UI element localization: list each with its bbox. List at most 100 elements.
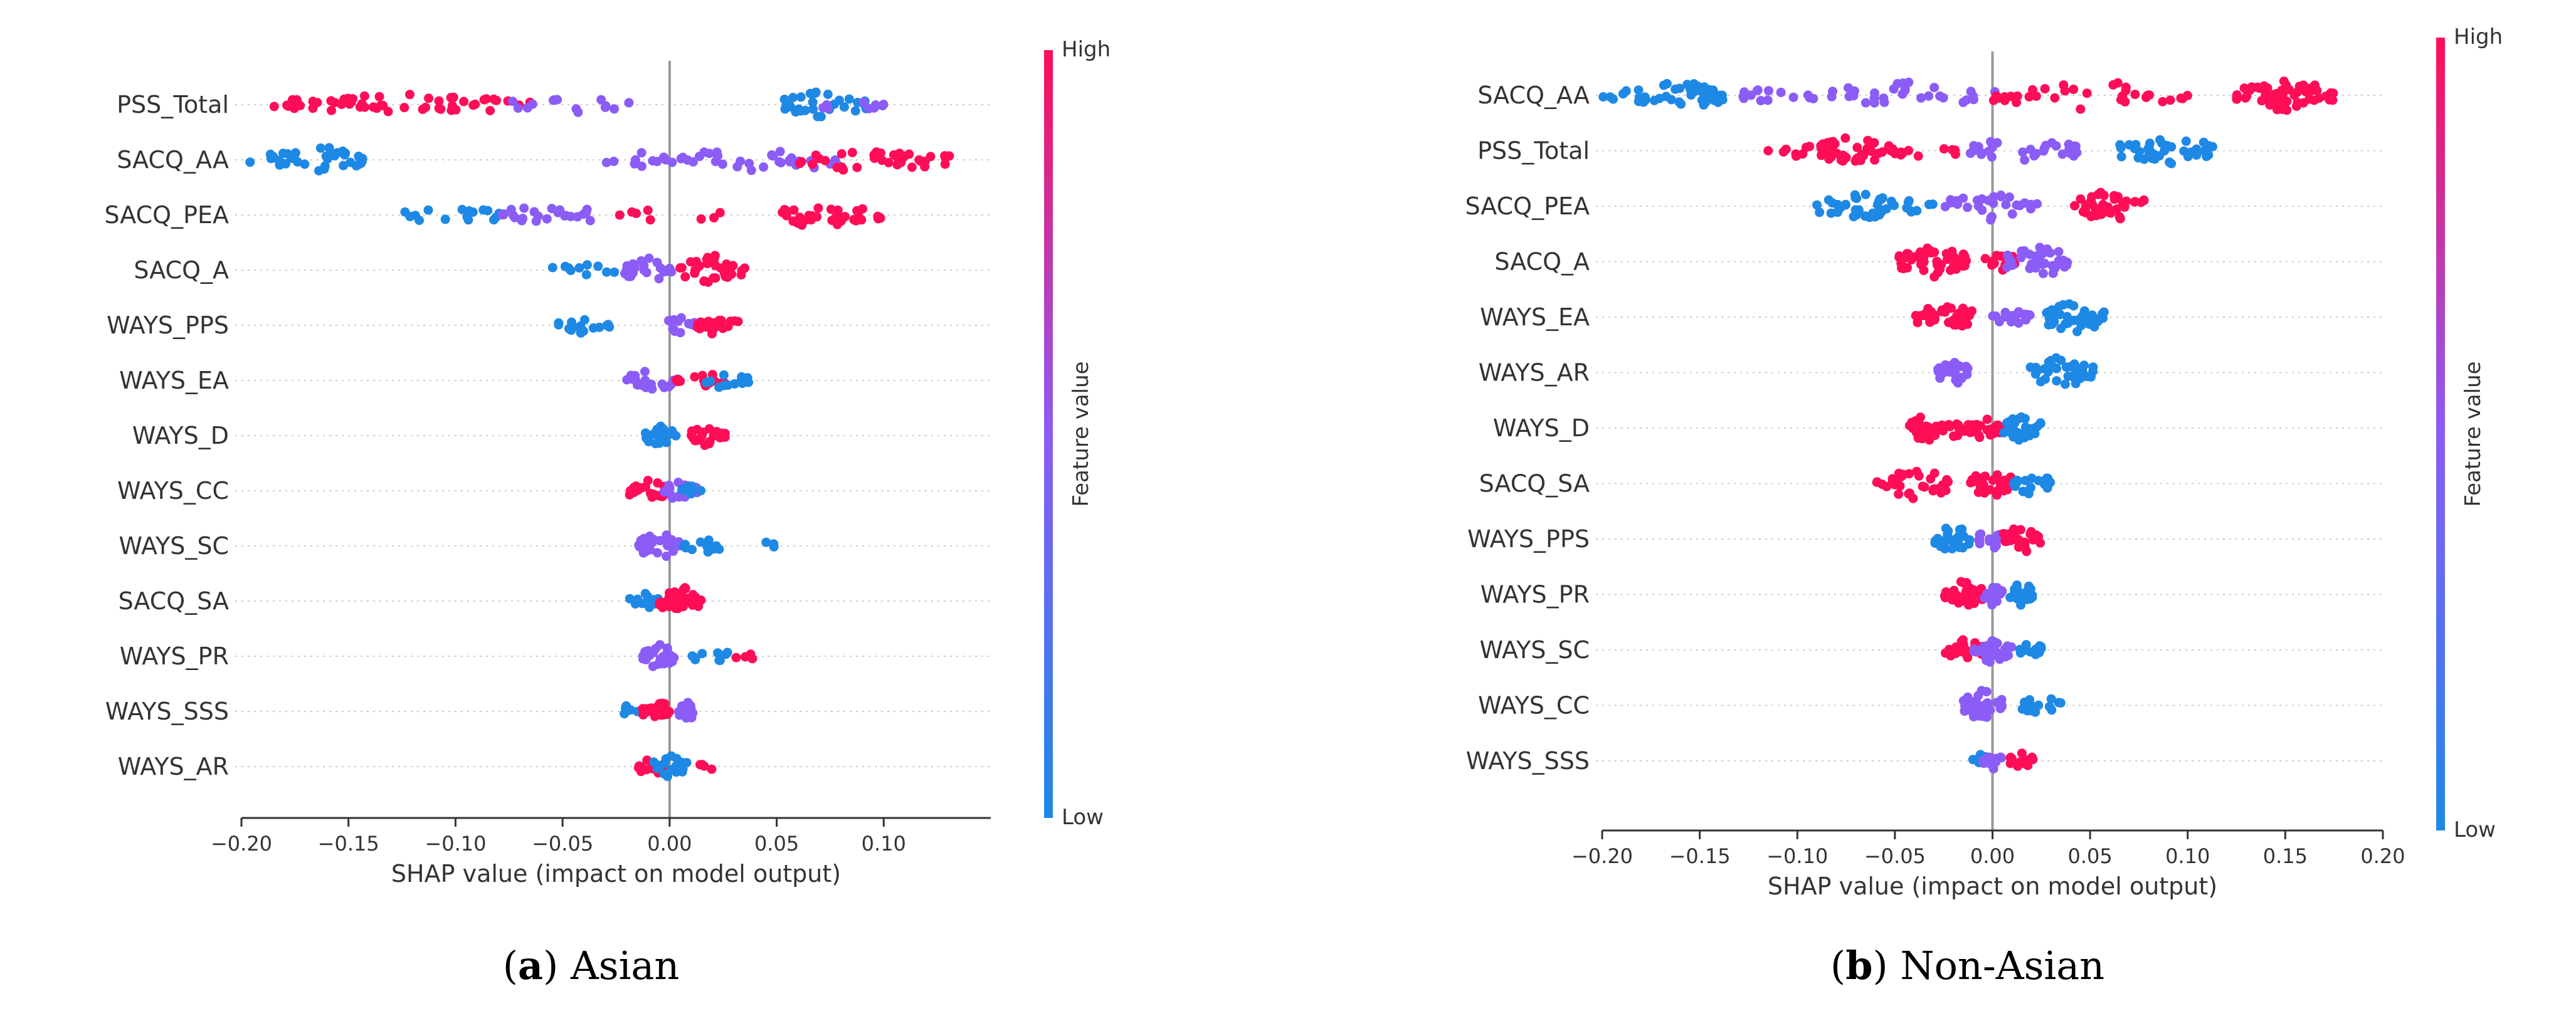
shap-point [440, 214, 450, 224]
shap-point [775, 147, 785, 157]
shap-point [2291, 102, 2301, 111]
shap-point [2064, 299, 2074, 309]
shap-point [2024, 92, 2034, 102]
shap-point [2054, 301, 2064, 312]
shap-point [1877, 479, 1887, 490]
shap-point [826, 204, 836, 214]
shap-point [2014, 306, 2024, 317]
shap-point [655, 640, 665, 650]
shap-point [1763, 86, 1773, 96]
shap-point [2056, 698, 2066, 708]
shap-point [1985, 196, 1995, 206]
shap-point [663, 316, 673, 326]
shap-point [2109, 194, 2119, 204]
shap-point [1988, 582, 1998, 592]
shap-point [1803, 90, 1813, 100]
shap-point [374, 92, 384, 102]
shap-point [2050, 93, 2060, 103]
shap-point [2076, 367, 2086, 377]
shap-point [850, 106, 860, 116]
shap-point [1889, 479, 1899, 490]
shap-point [642, 544, 652, 554]
x-tick-label: −0.15 [318, 832, 379, 856]
shap-point [1791, 151, 1801, 161]
shap-point [2054, 247, 2064, 257]
x-axis: −0.20 −0.15 −0.10 −0.05 0.00 0.05 0.10 [211, 817, 991, 856]
shap-point [1949, 431, 1959, 441]
shap-point [529, 207, 539, 217]
shap-point [2040, 84, 2050, 94]
shap-point [2030, 369, 2040, 379]
shap-point [1928, 199, 1938, 209]
shap-point [920, 162, 930, 172]
shap-point [1886, 196, 1896, 206]
shap-point [610, 267, 620, 277]
shap-point [1929, 83, 1940, 93]
x-tick-label: 0.10 [2165, 844, 2210, 868]
shap-point [663, 541, 673, 551]
shap-point [2192, 144, 2202, 154]
shap-point [1958, 193, 1968, 203]
shap-point [2182, 90, 2192, 100]
shap-point [281, 159, 290, 169]
shap-point [2009, 477, 2019, 487]
shap-point [1788, 92, 1798, 102]
shap-point [1947, 544, 1957, 553]
shap-point [1675, 83, 1685, 93]
shap-point [640, 367, 650, 377]
feature-label: WAYS_CC [1478, 692, 1590, 720]
shap-point [1967, 306, 1977, 316]
shap-point [610, 104, 620, 114]
caption-text: Non-Asian [1900, 943, 2104, 988]
shap-point [636, 256, 646, 266]
shap-point [1763, 95, 1773, 105]
shap-point [2064, 139, 2074, 149]
shap-point [1828, 86, 1837, 97]
shap-point [2115, 214, 2125, 224]
shap-point [324, 143, 334, 153]
shap-point [677, 263, 687, 273]
shap-point [672, 375, 682, 385]
shap-point [300, 159, 310, 169]
shap-point [1928, 315, 1938, 325]
shap-point [686, 257, 695, 267]
shap-point [1950, 649, 1960, 659]
shap-point [672, 753, 682, 763]
shap-point [1634, 85, 1644, 95]
shap-point [719, 268, 729, 278]
feature-label: WAYS_CC [117, 477, 229, 505]
shap-point [656, 657, 666, 668]
shap-point [644, 253, 654, 263]
x-axis-title: SHAP value (impact on model output) [1768, 872, 2217, 900]
feature-label: WAYS_AR [118, 753, 229, 780]
shap-point [1951, 320, 1961, 330]
shap-point [1958, 635, 1968, 645]
shap-point [2001, 646, 2011, 656]
shap-point [2076, 104, 2086, 114]
shap-point [2020, 155, 2030, 165]
shap-point [2099, 307, 2109, 317]
shap-point [719, 370, 729, 380]
shap-point [1997, 482, 2007, 492]
shap-point [2047, 261, 2057, 271]
shap-point [665, 429, 675, 439]
shap-point [1948, 535, 1958, 545]
shap-point [1955, 372, 1965, 382]
shap-point [2025, 263, 2035, 273]
feature-label: SACQ_PEA [1465, 192, 1590, 220]
shap-point [359, 91, 369, 101]
shap-point [2012, 91, 2022, 101]
shap-point [321, 151, 331, 161]
shap-point [1968, 707, 1978, 717]
shap-point [2262, 83, 2272, 93]
shap-point [627, 207, 637, 217]
shap-point [1968, 146, 1978, 156]
shap-point [742, 373, 752, 383]
shap-point [1902, 203, 1912, 213]
feature-label: PSS_Total [117, 91, 229, 118]
shap-point [1704, 88, 1714, 98]
shap-point [636, 535, 646, 545]
shap-point [1999, 428, 2009, 437]
shap-point [707, 329, 717, 338]
shap-point [694, 595, 703, 605]
